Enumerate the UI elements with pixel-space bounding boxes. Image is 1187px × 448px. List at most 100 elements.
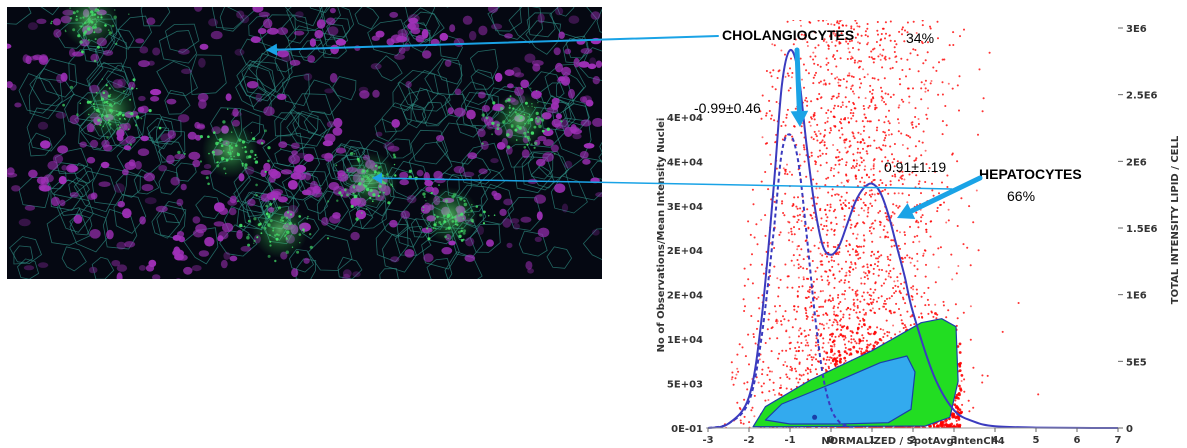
lipid-droplet	[349, 152, 354, 156]
nucleus	[40, 176, 49, 186]
lipid-droplet	[352, 192, 355, 195]
lipid-droplet	[199, 160, 202, 163]
scatter-point	[873, 193, 876, 196]
scatter-point	[804, 307, 807, 309]
lipid-droplet	[135, 124, 138, 127]
nucleus	[303, 153, 314, 162]
scatter-point	[835, 18, 837, 20]
scatter-point	[871, 77, 874, 80]
scatter-point	[840, 32, 843, 35]
scatter-point	[860, 277, 863, 280]
cell-boundary	[274, 148, 296, 167]
lipid-droplet	[520, 87, 523, 89]
scatter-point	[985, 16, 987, 18]
cell-boundary	[367, 19, 410, 57]
scatter-point	[853, 92, 856, 95]
nucleus	[204, 236, 215, 247]
lipid-droplet	[118, 111, 122, 116]
scatter-point	[847, 117, 850, 119]
scatter-point	[864, 34, 867, 37]
lipid-droplet	[384, 182, 387, 185]
nucleus	[88, 266, 98, 274]
scatter-point	[873, 253, 876, 256]
scatter-point	[859, 133, 862, 136]
nucleus	[218, 231, 229, 240]
nucleus	[573, 57, 580, 68]
scatter-point	[804, 99, 807, 102]
scatter-point	[850, 335, 853, 337]
lipid-droplet	[76, 10, 79, 13]
lipid-droplet	[111, 24, 115, 28]
lipid-droplet	[367, 177, 371, 181]
scatter-point	[886, 297, 888, 300]
scatter-point	[856, 289, 859, 292]
lipid-droplet	[93, 105, 95, 108]
scatter-point	[886, 14, 888, 16]
nucleus	[166, 154, 175, 165]
lipid-droplet	[361, 212, 363, 214]
nucleus	[325, 17, 336, 25]
lipid-droplet	[374, 170, 377, 174]
lipid-droplet	[460, 239, 464, 242]
cell-boundary	[444, 93, 467, 118]
scatter-point	[832, 307, 835, 310]
scatter-point	[837, 81, 840, 84]
nucleus	[352, 271, 361, 278]
lipid-droplet	[92, 103, 95, 106]
lipid-droplet	[544, 102, 546, 104]
lipid-droplet	[508, 119, 511, 122]
scatter-point	[905, 75, 907, 78]
nucleus	[39, 185, 51, 192]
lipid-droplet	[247, 219, 251, 223]
scatter-point	[864, 165, 867, 168]
scatter-point	[887, 192, 890, 195]
scatter-point	[895, 302, 898, 305]
scatter-point	[944, 105, 947, 107]
scatter-point	[847, 340, 850, 343]
nucleus	[288, 154, 301, 165]
scatter-point	[888, 133, 890, 136]
scatter-point	[891, 161, 894, 164]
lipid-droplet	[107, 102, 109, 105]
lipid-droplet	[241, 146, 244, 149]
scatter-point	[833, 345, 836, 348]
scatter-point	[911, 257, 914, 260]
lipid-droplet	[446, 215, 450, 218]
scatter-point	[827, 176, 830, 179]
scatter-point	[857, 169, 860, 172]
scatter-point	[831, 265, 834, 268]
scatter-point	[851, 248, 854, 251]
nucleus	[0, 203, 3, 211]
lipid-droplet	[479, 213, 483, 217]
nucleus	[40, 140, 51, 149]
scatter-point	[826, 229, 829, 232]
lipid-droplet	[255, 183, 258, 187]
nucleus	[60, 72, 68, 82]
lipid-droplet	[353, 186, 356, 189]
lipid-droplet	[108, 87, 111, 90]
lipid-droplet	[107, 29, 110, 32]
lipid-droplet	[58, 1, 59, 2]
scatter-point	[862, 308, 865, 311]
cell-boundary	[379, 268, 399, 279]
scatter-point	[922, 62, 925, 65]
nucleus	[144, 197, 157, 205]
cell-boundary	[407, 69, 451, 112]
cell-boundary	[46, 207, 91, 246]
nucleus	[61, 165, 68, 171]
lipid-droplet	[526, 143, 529, 146]
scatter-point	[870, 264, 873, 267]
scatter-point	[908, 101, 911, 104]
scatter-point	[803, 146, 806, 149]
scatter-point	[850, 263, 853, 266]
scatter-point	[760, 218, 763, 221]
scatter-point	[947, 82, 950, 85]
nucleus	[92, 0, 101, 2]
lipid-droplet	[260, 142, 264, 145]
lipid-droplet	[90, 10, 94, 14]
lipid-droplet	[244, 150, 248, 154]
scatter-point	[810, 197, 813, 200]
nucleus	[478, 25, 488, 36]
scatter-point	[922, 252, 925, 255]
cell-boundary	[596, 9, 602, 33]
